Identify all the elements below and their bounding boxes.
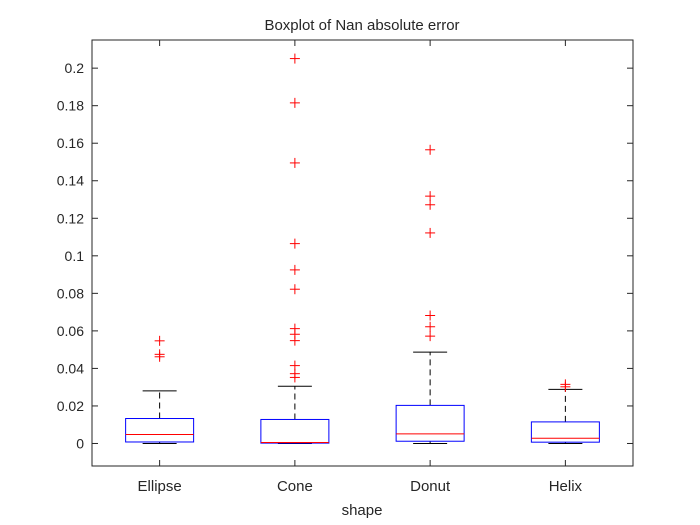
outlier-marker	[289, 335, 300, 346]
y-tick-label: 0.18	[57, 98, 84, 114]
y-tick-label: 0	[76, 435, 84, 451]
y-tick-label: 0.2	[65, 60, 85, 76]
y-tick-label: 0.14	[57, 173, 84, 189]
outlier-marker	[425, 321, 436, 332]
chart-title: Boxplot of Nan absolute error	[264, 17, 459, 34]
y-tick-label: 0.1	[65, 248, 85, 264]
y-tick-label: 0.04	[57, 360, 84, 376]
iqr-box	[125, 418, 195, 443]
y-axis: 0 0.02 0.04 0.06 0.08 0.1 0.12 0.14 0.16 0.18 0.2	[57, 60, 633, 451]
iqr-box	[530, 421, 600, 443]
x-axis: Ellipse Cone Donut Helix	[138, 40, 583, 495]
box-donut	[395, 144, 465, 444]
iqr-box	[395, 404, 465, 442]
outlier-marker	[289, 157, 300, 168]
outlier-marker	[425, 227, 436, 238]
box-cone	[260, 53, 330, 444]
outlier-marker	[154, 335, 165, 346]
y-tick-label: 0.02	[57, 398, 84, 414]
outlier-marker	[289, 372, 300, 383]
y-tick-label: 0.16	[57, 135, 84, 151]
outlier-marker	[425, 199, 436, 210]
outlier-marker	[425, 310, 436, 321]
outlier-marker	[289, 284, 300, 295]
outlier-marker	[289, 238, 300, 249]
outlier-marker	[425, 144, 436, 155]
x-tick-label: Cone	[277, 478, 313, 495]
outlier-marker	[425, 331, 436, 342]
box-ellipse	[125, 335, 195, 444]
outlier-marker	[289, 97, 300, 108]
outlier-marker	[560, 381, 571, 392]
iqr-box	[260, 418, 330, 444]
y-tick-label: 0.12	[57, 210, 84, 226]
plot-area-frame	[91, 39, 634, 467]
x-tick-label: Helix	[549, 478, 583, 495]
x-tick-label: Donut	[410, 478, 451, 495]
box-series	[125, 53, 600, 444]
y-tick-label: 0.06	[57, 323, 84, 339]
x-axis-label: shape	[342, 502, 383, 519]
outlier-marker	[425, 191, 436, 202]
outlier-marker	[289, 53, 300, 64]
x-tick-label: Ellipse	[138, 478, 182, 495]
outlier-marker	[154, 351, 165, 362]
outlier-marker	[289, 264, 300, 275]
box-helix	[530, 379, 600, 444]
y-tick-label: 0.08	[57, 285, 84, 301]
